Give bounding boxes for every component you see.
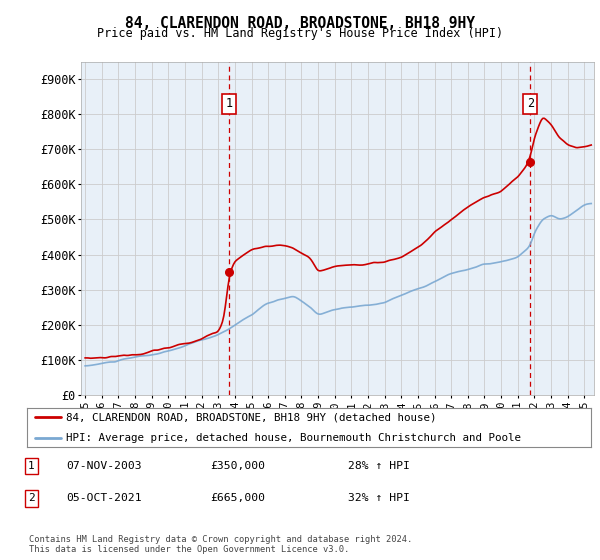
Text: 2: 2 [28,493,35,503]
Text: 28% ↑ HPI: 28% ↑ HPI [348,461,410,471]
Text: £350,000: £350,000 [210,461,265,471]
Text: Price paid vs. HM Land Registry's House Price Index (HPI): Price paid vs. HM Land Registry's House … [97,27,503,40]
Text: 84, CLARENDON ROAD, BROADSTONE, BH18 9HY: 84, CLARENDON ROAD, BROADSTONE, BH18 9HY [125,16,475,31]
Text: HPI: Average price, detached house, Bournemouth Christchurch and Poole: HPI: Average price, detached house, Bour… [67,433,521,444]
Text: 2: 2 [527,97,534,110]
Text: 32% ↑ HPI: 32% ↑ HPI [348,493,410,503]
Text: £665,000: £665,000 [210,493,265,503]
Text: 1: 1 [28,461,35,471]
Text: 84, CLARENDON ROAD, BROADSTONE, BH18 9HY (detached house): 84, CLARENDON ROAD, BROADSTONE, BH18 9HY… [67,413,437,422]
Text: 05-OCT-2021: 05-OCT-2021 [66,493,142,503]
Text: 1: 1 [226,97,233,110]
Text: 07-NOV-2003: 07-NOV-2003 [66,461,142,471]
Text: Contains HM Land Registry data © Crown copyright and database right 2024.
This d: Contains HM Land Registry data © Crown c… [29,535,412,554]
